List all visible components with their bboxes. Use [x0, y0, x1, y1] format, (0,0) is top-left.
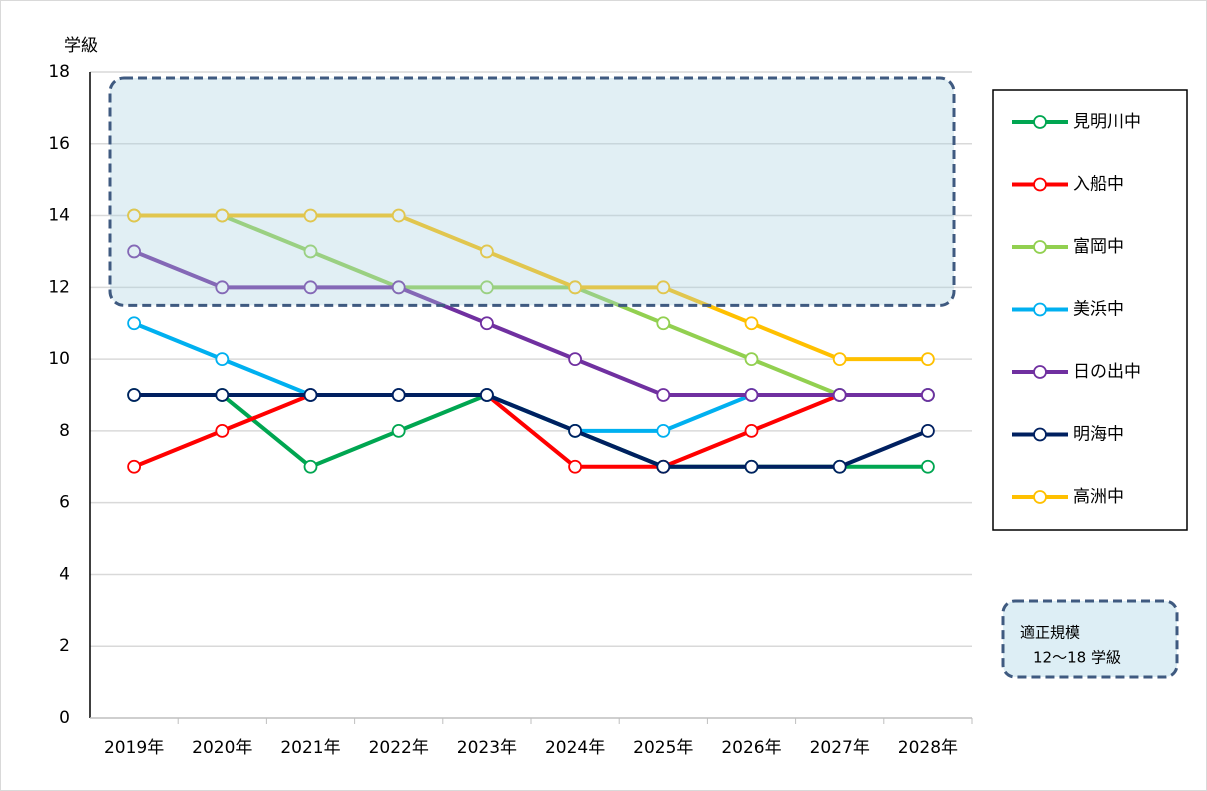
point [568, 280, 582, 295]
point [303, 208, 318, 223]
point [568, 459, 582, 474]
point [744, 352, 759, 367]
point [127, 388, 142, 402]
point [921, 388, 935, 402]
y-tick-label: 0 [59, 708, 70, 728]
legend-label: 入船中 [1073, 175, 1124, 195]
y-tick-label: 4 [59, 564, 70, 584]
y-axis-label: 学級 [64, 36, 98, 56]
point [303, 244, 318, 259]
x-tick-label: 2022年 [369, 738, 429, 758]
point [832, 352, 847, 367]
series-line [133, 393, 928, 469]
point [391, 423, 406, 438]
x-tick-label: 2026年 [721, 738, 781, 758]
y-tick-label: 10 [48, 349, 70, 369]
point [656, 316, 671, 331]
y-tick-label: 16 [48, 134, 70, 154]
point [656, 423, 671, 438]
y-tick-label: 12 [48, 277, 70, 297]
x-tick-label: 2023年 [457, 738, 517, 758]
x-tick-label: 2028年 [898, 738, 958, 758]
point [127, 459, 142, 474]
point [479, 388, 494, 402]
legend-label: 高洲中 [1073, 487, 1124, 507]
point [303, 280, 318, 295]
legend-marker [1033, 240, 1047, 254]
point [303, 459, 318, 474]
target-range [108, 76, 956, 307]
point [391, 280, 406, 295]
legend-marker [1033, 427, 1047, 442]
y-tick-label: 6 [59, 493, 70, 513]
legend-marker [1033, 115, 1047, 129]
point [127, 316, 142, 331]
series-line [134, 213, 928, 397]
y-tick-label: 8 [59, 421, 70, 441]
legend-marker [1033, 302, 1047, 317]
point [479, 280, 494, 295]
point [744, 423, 759, 438]
x-tick-label: 2024年 [545, 738, 605, 758]
point [479, 244, 494, 259]
series-line [133, 249, 928, 397]
point [391, 388, 406, 402]
legend-label: 明海中 [1073, 425, 1124, 445]
point [656, 388, 671, 402]
point [744, 316, 759, 331]
x-tick-label: 2027年 [810, 738, 870, 758]
y-tick-label: 18 [48, 62, 70, 82]
legend-label: 富岡中 [1073, 237, 1124, 257]
series-line [134, 213, 928, 362]
x-tick-label: 2021年 [280, 738, 340, 758]
point [744, 388, 759, 402]
legend-label: 美浜中 [1073, 300, 1124, 320]
x-tick-label: 2019年 [104, 738, 164, 758]
point [656, 280, 671, 295]
point [215, 280, 230, 295]
point [568, 352, 582, 367]
point [127, 208, 142, 223]
x-tick-label: 2020年 [192, 738, 252, 758]
point [479, 316, 494, 331]
point [921, 423, 935, 438]
point [215, 352, 230, 367]
annotation-title: 適正規模 [1020, 624, 1080, 642]
point [391, 208, 406, 223]
legend-marker [1033, 490, 1047, 504]
point [215, 423, 230, 438]
point [127, 244, 142, 259]
point [568, 423, 582, 438]
legend-label: 日の出中 [1073, 362, 1141, 382]
point [215, 208, 230, 223]
annotation-text: 12〜18 学級 [1033, 649, 1121, 667]
point [215, 388, 230, 402]
y-tick-label: 2 [59, 636, 70, 656]
point [656, 459, 671, 474]
x-tick-label: 2025年 [633, 738, 693, 758]
legend-marker [1033, 177, 1047, 192]
point [921, 459, 935, 474]
point [744, 459, 759, 474]
annotation-box [1001, 599, 1179, 679]
point [303, 388, 318, 402]
point [832, 388, 847, 402]
series-line [134, 393, 929, 469]
point [921, 352, 935, 367]
point [832, 459, 847, 474]
legend-label: 見明川中 [1073, 112, 1141, 132]
y-tick-label: 14 [48, 206, 70, 226]
legend-marker [1033, 365, 1047, 379]
